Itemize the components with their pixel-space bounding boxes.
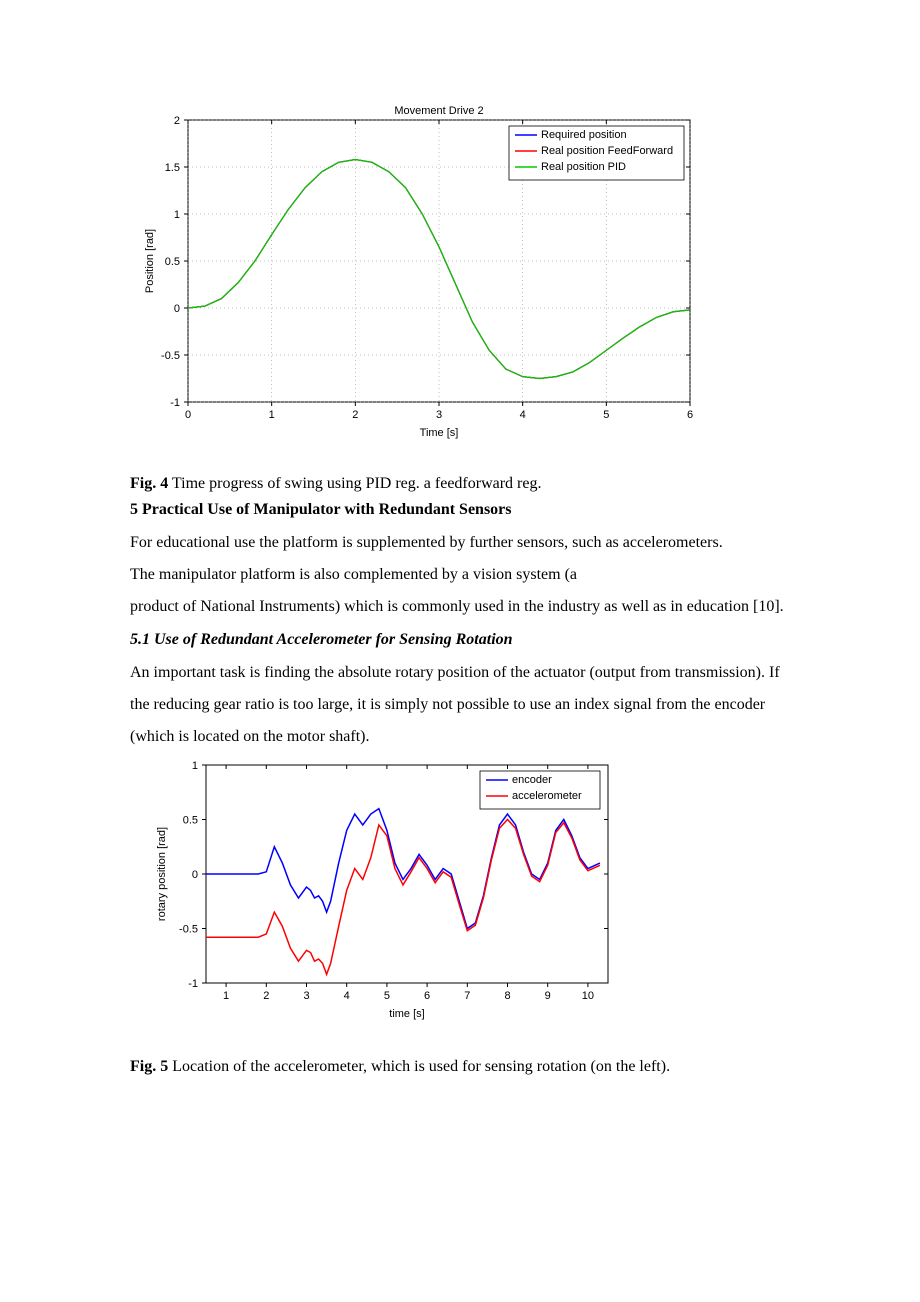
svg-text:8: 8 bbox=[504, 990, 510, 1002]
svg-text:4: 4 bbox=[344, 990, 350, 1002]
svg-text:-1: -1 bbox=[188, 978, 198, 990]
svg-text:0.5: 0.5 bbox=[183, 815, 198, 827]
svg-text:1: 1 bbox=[192, 760, 198, 772]
svg-text:2: 2 bbox=[174, 115, 180, 127]
svg-text:accelerometer: accelerometer bbox=[512, 790, 582, 802]
figure-5-caption-label: Fig. 5 bbox=[130, 1058, 168, 1075]
svg-text:6: 6 bbox=[687, 409, 693, 421]
svg-text:6: 6 bbox=[424, 990, 430, 1002]
svg-text:-0.5: -0.5 bbox=[179, 924, 198, 936]
svg-text:0.5: 0.5 bbox=[165, 256, 180, 268]
section-5-para-3: product of National Instruments) which i… bbox=[130, 591, 790, 623]
svg-text:1: 1 bbox=[174, 209, 180, 221]
figure-4-caption-label: Fig. 4 bbox=[130, 475, 168, 492]
section-5-heading: 5 Practical Use of Manipulator with Redu… bbox=[130, 501, 790, 519]
figure-5-chart: 1 2 3 4 5 6 7 8 9 10 -1 -0.5 0 0.5 1 time [s] rotary pos… bbox=[130, 753, 790, 1048]
section-5-para-1: For educational use the platform is supp… bbox=[130, 527, 790, 559]
figure-4-chart: 0 1 2 3 4 5 6 -1 -0.5 0 0.5 1 1.5 2 Movement Drive 2 Ti… bbox=[130, 100, 790, 465]
svg-text:Real position FeedForward: Real position FeedForward bbox=[541, 145, 673, 157]
svg-text:1.5: 1.5 bbox=[165, 162, 180, 174]
svg-text:5: 5 bbox=[384, 990, 390, 1002]
svg-text:Position [rad]: Position [rad] bbox=[144, 229, 156, 293]
svg-text:0: 0 bbox=[185, 409, 191, 421]
svg-text:encoder: encoder bbox=[512, 774, 552, 786]
figure-5-caption-text: Location of the accelerometer, which is … bbox=[168, 1058, 670, 1075]
section-5-1-para: An important task is finding the absolut… bbox=[130, 657, 790, 753]
svg-text:-1: -1 bbox=[170, 397, 180, 409]
svg-text:1: 1 bbox=[269, 409, 275, 421]
svg-text:Required position: Required position bbox=[541, 129, 627, 141]
svg-text:5: 5 bbox=[603, 409, 609, 421]
svg-text:time [s]: time [s] bbox=[389, 1008, 424, 1020]
svg-text:2: 2 bbox=[263, 990, 269, 1002]
svg-text:Real position PID: Real position PID bbox=[541, 161, 626, 173]
svg-text:0: 0 bbox=[192, 869, 198, 881]
svg-text:4: 4 bbox=[520, 409, 526, 421]
svg-text:0: 0 bbox=[174, 303, 180, 315]
figure-5-caption: Fig. 5 Location of the accelerometer, wh… bbox=[130, 1058, 790, 1076]
svg-text:10: 10 bbox=[582, 990, 594, 1002]
svg-text:7: 7 bbox=[464, 990, 470, 1002]
svg-text:9: 9 bbox=[545, 990, 551, 1002]
svg-text:-0.5: -0.5 bbox=[161, 350, 180, 362]
svg-text:Time [s]: Time [s] bbox=[420, 427, 459, 439]
section-5-para-2: The manipulator platform is also complem… bbox=[130, 559, 790, 591]
svg-text:rotary position [rad]: rotary position [rad] bbox=[156, 827, 168, 921]
svg-text:1: 1 bbox=[223, 990, 229, 1002]
figure-4-caption-text: Time progress of swing using PID reg. a … bbox=[168, 475, 541, 492]
svg-text:2: 2 bbox=[352, 409, 358, 421]
svg-text:3: 3 bbox=[436, 409, 442, 421]
section-5-1-heading: 5.1 Use of Redundant Accelerometer for S… bbox=[130, 631, 790, 649]
svg-text:3: 3 bbox=[303, 990, 309, 1002]
figure-4-caption: Fig. 4 Time progress of swing using PID … bbox=[130, 475, 790, 493]
svg-text:Movement Drive 2: Movement Drive 2 bbox=[394, 105, 483, 117]
